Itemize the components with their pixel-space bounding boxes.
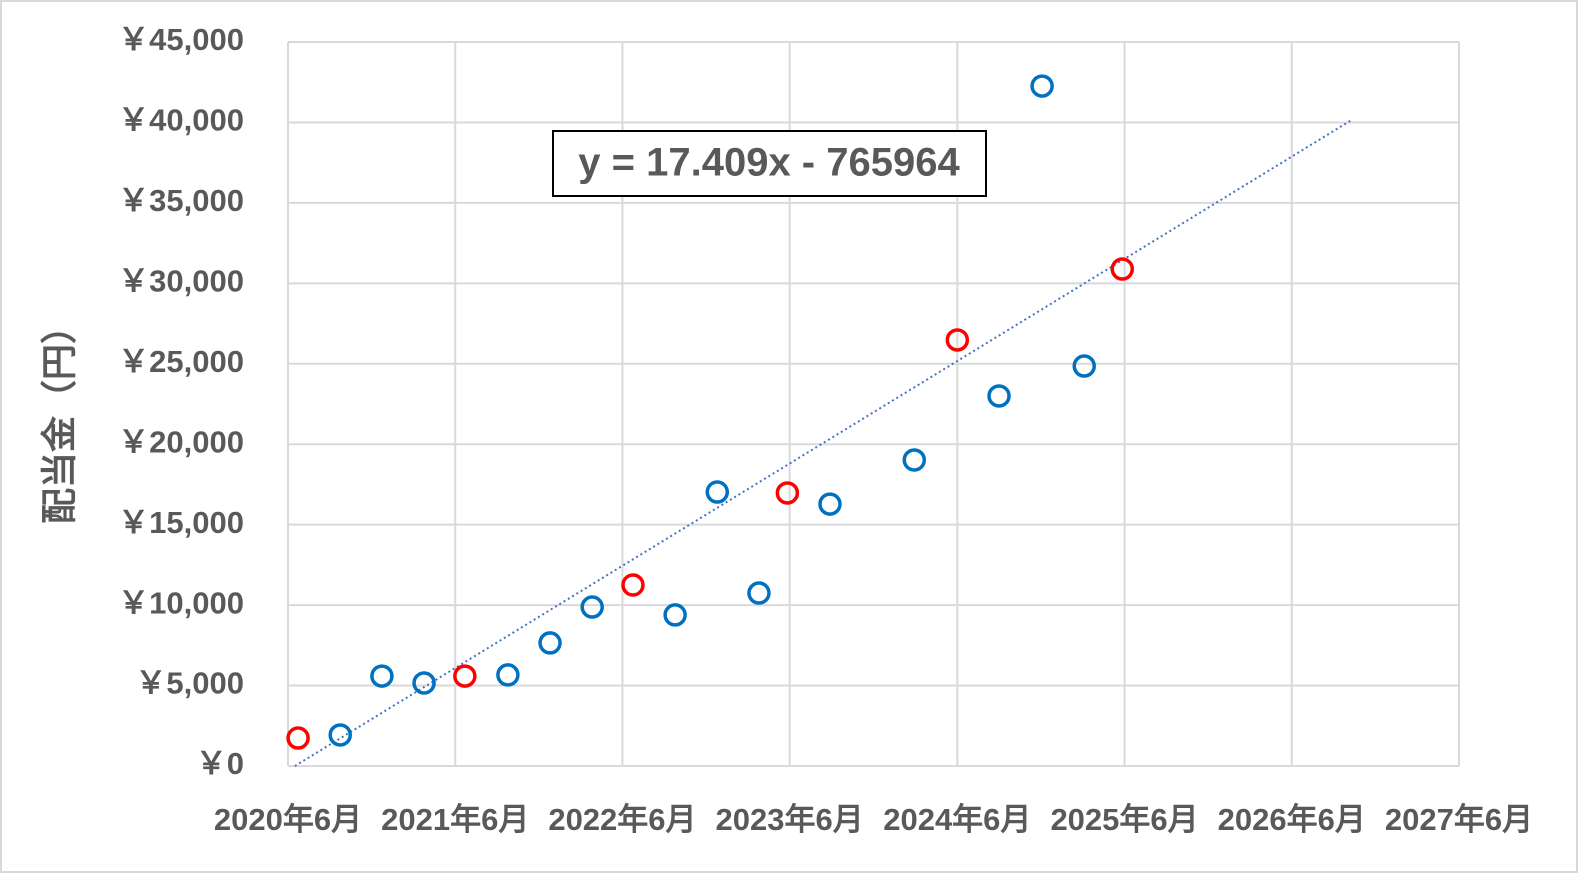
x-tick-label: 2023年6月 xyxy=(716,802,864,837)
data-point xyxy=(370,664,394,688)
data-point xyxy=(1030,74,1054,98)
equation-label: y = 17.409x - 765964 xyxy=(578,141,960,185)
x-tick-label: 2022年6月 xyxy=(548,802,696,837)
x-tick-label: 2027年6月 xyxy=(1385,802,1533,837)
y-tick-label: ￥15,000 xyxy=(118,505,244,540)
y-tick-label: ￥45,000 xyxy=(118,22,244,57)
y-tick-label: ￥5,000 xyxy=(135,666,244,701)
x-tick-label: 2026年6月 xyxy=(1218,802,1366,837)
x-tick-label: 2021年6月 xyxy=(381,802,529,837)
y-axis-title: 配当金（円） xyxy=(39,308,80,524)
x-tick-label: 2024年6月 xyxy=(883,802,1031,837)
data-point xyxy=(705,480,730,504)
x-tick-label: 2025年6月 xyxy=(1050,802,1198,837)
data-point xyxy=(775,481,800,505)
y-tick-label: ￥30,000 xyxy=(118,264,244,299)
data-point xyxy=(538,631,562,655)
data-point xyxy=(412,671,436,695)
y-tick-label: ￥35,000 xyxy=(118,183,244,218)
data-point xyxy=(1072,354,1096,378)
data-point xyxy=(496,663,520,687)
data-point xyxy=(453,664,477,688)
data-point xyxy=(621,573,645,597)
data-point xyxy=(1110,257,1135,281)
data-point xyxy=(580,595,604,619)
data-point xyxy=(902,448,927,472)
y-tick-label: ￥25,000 xyxy=(118,344,244,379)
trendline xyxy=(294,118,1353,767)
data-point xyxy=(818,492,842,516)
data-point xyxy=(747,581,771,605)
data-point xyxy=(663,603,687,627)
data-point xyxy=(945,328,970,352)
y-tick-label: ￥0 xyxy=(196,746,244,781)
data-point xyxy=(328,723,352,747)
equation-box xyxy=(552,130,987,197)
data-point xyxy=(286,726,310,750)
y-tick-label: ￥20,000 xyxy=(118,424,244,459)
y-tick-label: ￥40,000 xyxy=(118,103,244,138)
y-tick-label: ￥10,000 xyxy=(118,585,244,620)
x-tick-label: 2020年6月 xyxy=(214,802,362,837)
data-point xyxy=(987,384,1011,408)
